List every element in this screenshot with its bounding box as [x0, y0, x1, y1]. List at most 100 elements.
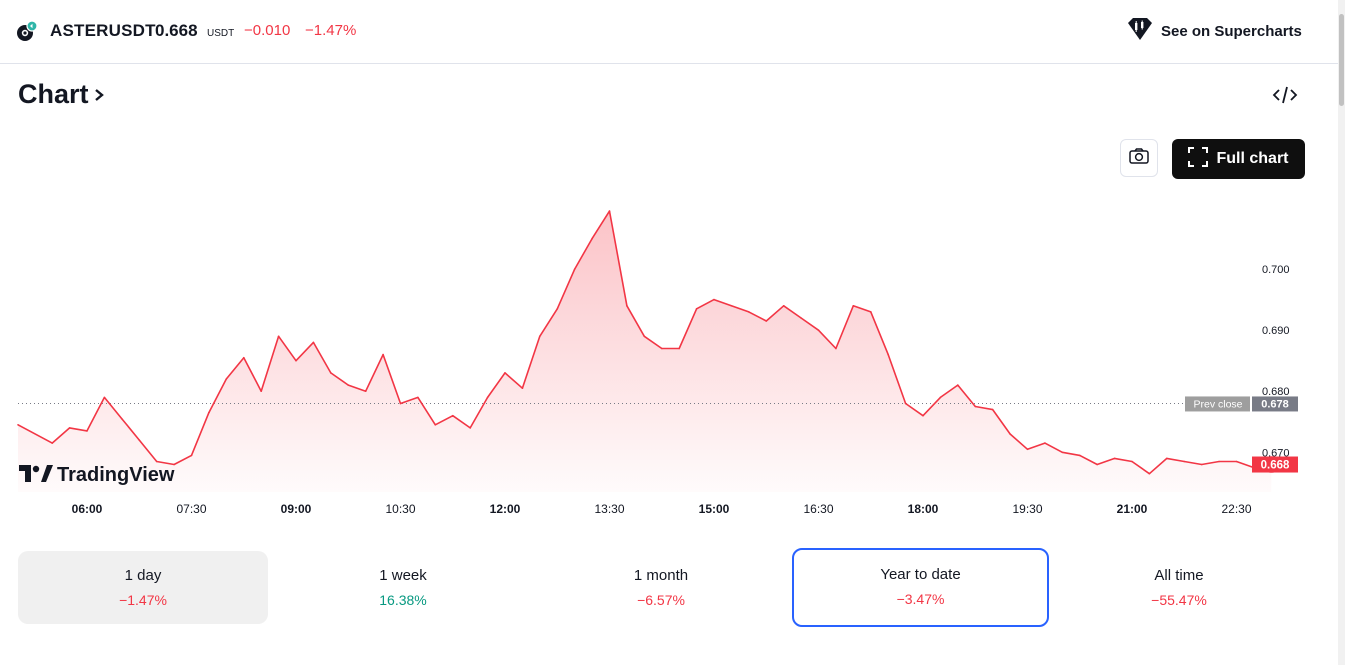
price-series-line[interactable] [17, 210, 1272, 475]
price-point [765, 320, 768, 322]
x-axis-tick-label: 07:30 [176, 502, 206, 516]
price-point [434, 424, 437, 426]
symbol-header: ASTERUSDT 0.668 USDT −0.010 −1.47% See o… [0, 0, 1338, 64]
period-label: 1 month [633, 567, 689, 584]
period-change-value: 16.38% [379, 592, 427, 608]
price-point [364, 390, 367, 393]
y-axis-tick-label: 0.680 [1262, 386, 1290, 398]
price-point [190, 454, 193, 457]
price-point [521, 387, 524, 390]
supercharts-label: See on Supercharts [1161, 22, 1302, 40]
prev-close-value: 0.678 [1261, 398, 1289, 410]
prev-close-value-bg [1252, 396, 1298, 412]
price-point [1009, 433, 1011, 435]
price-point [643, 335, 646, 338]
full-chart-button[interactable]: Full chart [1172, 139, 1305, 179]
price-point [1061, 451, 1064, 454]
price-point [260, 390, 263, 393]
price-point [817, 329, 820, 332]
last-price-label: 0.668 [1261, 460, 1290, 472]
last-price-label-bg [1252, 456, 1298, 473]
price-point [17, 424, 19, 426]
price-point [1148, 472, 1151, 475]
price-point [1183, 460, 1186, 463]
price-point [713, 298, 715, 301]
price-point [626, 305, 628, 307]
price-point [608, 210, 611, 212]
price-point [1218, 460, 1220, 463]
price-point [974, 405, 977, 408]
price-point [452, 414, 454, 417]
price-currency: USDT [207, 28, 235, 39]
fullscreen-icon [1188, 146, 1209, 172]
price-point [1200, 463, 1203, 466]
price-point [1079, 454, 1081, 457]
x-axis-tick-label: 16:30 [803, 502, 833, 516]
price-area-fill [18, 211, 1272, 492]
x-axis-tick-label: 18:00 [908, 502, 939, 516]
x-axis-tick-label: 10:30 [385, 502, 415, 516]
chevron-right-icon [93, 79, 105, 110]
aster-logo-icon [16, 20, 38, 42]
period-label: 1 week [379, 567, 427, 584]
period-tab-1-day[interactable]: 1 day −1.47% [18, 551, 268, 624]
price-point [504, 372, 506, 374]
price-point [1026, 448, 1029, 451]
price-point [121, 417, 123, 420]
price-point [957, 384, 959, 386]
x-axis-tick-label: 22:30 [1221, 502, 1251, 516]
period-label: Year to date [880, 566, 961, 583]
price-point [138, 439, 141, 441]
scrollbar-thumb[interactable] [1339, 14, 1344, 106]
see-on-supercharts-link[interactable]: See on Supercharts [1127, 17, 1302, 44]
price-point [573, 268, 576, 270]
period-change-value: −3.47% [896, 591, 945, 607]
chart-section-link[interactable]: Chart [18, 79, 105, 110]
price-chart[interactable]: 0.700 0.690 0.680 0.670 06:00 07:30 09:00 10:30… [0, 190, 1320, 530]
price-point [730, 305, 733, 307]
prev-close-label-bg [1185, 396, 1250, 412]
y-axis-tick-label: 0.690 [1262, 325, 1290, 337]
period-change-value: −6.57% [637, 592, 685, 608]
period-tab-year-to-date[interactable]: Year to date −3.47% [792, 548, 1049, 627]
code-icon[interactable] [1272, 84, 1298, 106]
y-axis-tick-label: 0.670 [1262, 447, 1290, 459]
price-point [939, 396, 942, 399]
symbol-name[interactable]: ASTERUSDT [50, 21, 156, 40]
price-point [556, 308, 559, 310]
price-point [486, 396, 489, 399]
price-point [1096, 463, 1098, 466]
snapshot-button[interactable] [1120, 139, 1158, 177]
period-change-value: −55.47% [1151, 592, 1207, 608]
last-price: 0.668 [155, 21, 198, 40]
period-tab-1-month[interactable]: 1 month −6.57% [536, 551, 786, 624]
x-axis-tick-label: 13:30 [594, 502, 624, 516]
price-point [277, 335, 280, 338]
price-point [539, 335, 541, 338]
price-point [782, 305, 785, 307]
price-point [68, 427, 71, 429]
x-axis-tick-label: 19:30 [1012, 502, 1042, 516]
price-point [1131, 460, 1133, 463]
price-point [225, 378, 228, 380]
price-point [800, 317, 802, 319]
price-point [887, 353, 889, 356]
price-change: −0.010 [244, 22, 291, 39]
price-point [1044, 442, 1046, 444]
page-scrollbar[interactable] [1338, 0, 1345, 665]
period-tab-1-week[interactable]: 1 week 16.38% [278, 551, 528, 624]
period-tab-all-time[interactable]: All time −55.47% [1054, 551, 1304, 624]
price-point [347, 384, 350, 386]
y-axis-tick-label: 0.700 [1262, 264, 1290, 276]
price-point [661, 347, 663, 350]
price-point [382, 353, 384, 356]
price-point [155, 460, 158, 463]
prev-close-label: Prev close [1193, 398, 1242, 410]
price-point [1166, 457, 1168, 460]
price-point [295, 359, 297, 362]
price-point [1235, 460, 1238, 463]
x-axis-tick-label: 21:00 [1117, 502, 1148, 516]
price-point [591, 237, 593, 240]
price-point [695, 308, 698, 310]
x-axis-tick-label: 09:00 [281, 502, 312, 516]
